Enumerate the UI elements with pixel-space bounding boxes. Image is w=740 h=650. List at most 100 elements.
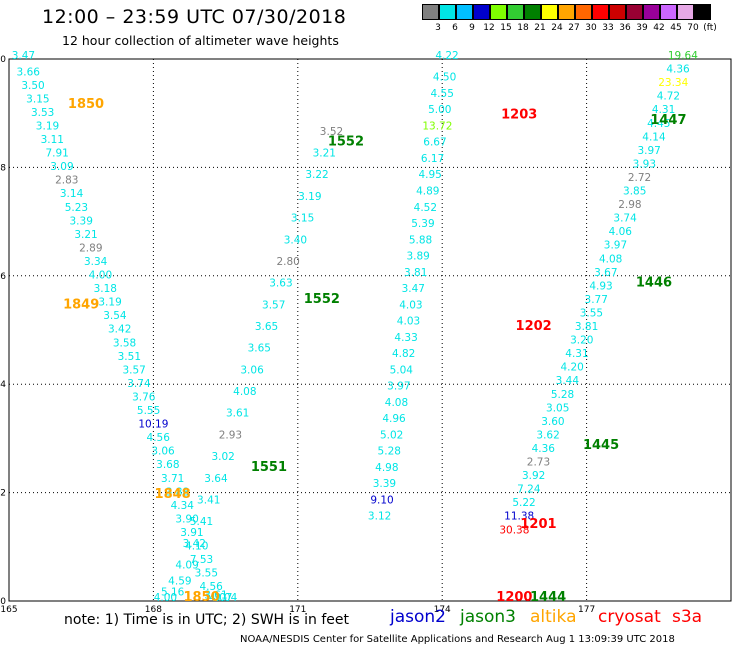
wave-height-value: 4.06: [609, 226, 633, 238]
wave-height-value: 3.81: [404, 267, 427, 279]
wave-height-value: 3.15: [291, 213, 314, 225]
wave-height-value: 3.61: [226, 408, 249, 420]
wave-height-value: 4.22: [435, 50, 458, 62]
wave-height-value: 3.92: [522, 470, 545, 482]
wave-height-value: 2.89: [79, 242, 102, 254]
pass-number-label: 1552: [304, 292, 340, 307]
wave-height-value: 4.56: [147, 432, 171, 444]
wave-height-value: 3.76: [132, 391, 156, 403]
wave-height-value: 3.05: [546, 402, 569, 414]
wave-height-value: 5.39: [411, 218, 434, 230]
footnote: note: 1) Time is in UTC; 2) SWH is in fe…: [64, 612, 350, 628]
wave-height-value: 3.52: [320, 126, 343, 138]
pass-number-label: 1201: [520, 517, 556, 532]
wave-height-value: 4.31: [652, 104, 675, 116]
color-scale-swatch: [439, 4, 456, 20]
pass-number-label: 1848: [155, 487, 191, 502]
x-tick-label: 168: [145, 605, 162, 615]
wave-height-value: 4.95: [418, 169, 441, 181]
wave-height-value: 3.34: [84, 256, 108, 268]
wave-height-value: 23.34: [658, 77, 688, 89]
color-scale-label: 42: [653, 23, 665, 33]
wave-height-value: 4.89: [416, 186, 439, 198]
pass-number-label: 1203: [501, 108, 537, 123]
wave-height-value: 5.88: [409, 234, 432, 246]
pass-number-label: 1200: [496, 590, 532, 605]
color-scale-label: (ft): [703, 23, 717, 33]
wave-height-value: 4.55: [431, 88, 454, 100]
x-tick-label: 171: [289, 605, 306, 615]
wave-height-value: 3.40: [284, 234, 307, 246]
color-scale-label: 3: [435, 23, 441, 33]
pass-number-label: 1552: [328, 135, 364, 150]
wave-height-value: 4.59: [168, 576, 191, 588]
wave-height-value: 3.85: [623, 186, 646, 198]
wave-height-value: 4.36: [532, 443, 556, 455]
wave-height-value: 5.28: [551, 389, 574, 401]
wave-height-value: 3.15: [26, 93, 49, 105]
wave-height-value: 3.47: [12, 50, 35, 62]
wave-height-value: 3.21: [74, 229, 97, 241]
wave-height-value: 3.12: [368, 511, 391, 523]
y-tick-label: 4: [0, 380, 6, 390]
pass-number-label: 1447: [650, 113, 686, 128]
wave-height-value: 4.96: [382, 413, 406, 425]
wave-height-value: 5.02: [380, 429, 403, 441]
wave-height-value: 5.00: [428, 104, 451, 116]
color-scale-label: 27: [568, 23, 580, 33]
wave-height-value: 3.06: [151, 446, 175, 458]
color-scale-swatch: [626, 4, 643, 20]
color-scale-label: 36: [619, 23, 631, 33]
wave-height-value: 5.28: [378, 446, 401, 458]
wave-height-value: 3.97: [387, 381, 410, 393]
wave-height-value: 3.89: [406, 251, 429, 263]
pass-number-label: 1849: [63, 297, 99, 312]
wave-height-value: 4.08: [233, 386, 256, 398]
legend-s3a: s3a: [672, 607, 703, 627]
wave-height-value: 4.52: [414, 202, 437, 214]
wave-height-value: 3.14: [60, 188, 84, 200]
pass-number-label: 1551: [251, 460, 287, 475]
legend-jason2: jason2: [390, 607, 446, 627]
wave-height-value: 3.09: [50, 161, 73, 173]
wave-height-value: 3.11: [41, 134, 64, 146]
wave-height-value: 7.91: [45, 148, 68, 160]
wave-height-value: 2.83: [55, 175, 78, 187]
color-scale-label: 39: [636, 23, 648, 33]
wave-height-value: 5.23: [65, 202, 88, 214]
credit-line: NOAA/NESDIS Center for Satellite Applica…: [240, 634, 675, 645]
y-tick-label: 6: [0, 272, 6, 282]
wave-height-value: 4.34: [171, 500, 195, 512]
color-scale-label: 15: [500, 23, 512, 33]
plot-frame: [8, 58, 732, 602]
color-scale-swatch: [524, 4, 541, 20]
color-scale-swatch: [507, 4, 524, 20]
color-scale-swatch: [660, 4, 677, 20]
wave-height-value: 3.50: [21, 80, 44, 92]
x-tick-label: 165: [0, 605, 17, 615]
wave-height-value: 4.93: [589, 280, 612, 292]
wave-height-value: 3.55: [195, 568, 218, 580]
wave-height-value: 4.72: [657, 91, 680, 103]
color-scale-label: 21: [534, 23, 546, 33]
wave-height-value: 3.67: [594, 267, 617, 279]
color-scale-label: 12: [483, 23, 495, 33]
wave-height-value: 3.61: [204, 589, 227, 601]
legend-altika: altika: [530, 607, 577, 627]
wave-height-value: 3.39: [373, 478, 396, 490]
wave-height-value: 11.38: [504, 511, 534, 523]
wave-height-value: 10.19: [138, 419, 168, 431]
wave-height-value: 4.08: [385, 397, 408, 409]
legend-cryosat: cryosat: [598, 607, 661, 627]
color-scale-label: 33: [602, 23, 614, 33]
wave-height-value: 6.17: [421, 153, 444, 165]
wave-height-value: 3.06: [240, 364, 264, 376]
wave-height-value: 4.08: [599, 253, 622, 265]
y-tick-label: 10: [0, 55, 6, 65]
wave-height-value: 3.19: [98, 297, 121, 309]
color-scale-swatch: [490, 4, 507, 20]
wave-height-value: 3.42: [183, 538, 206, 550]
color-scale-label: 9: [469, 23, 475, 33]
wave-height-value: 4.00: [89, 270, 112, 282]
